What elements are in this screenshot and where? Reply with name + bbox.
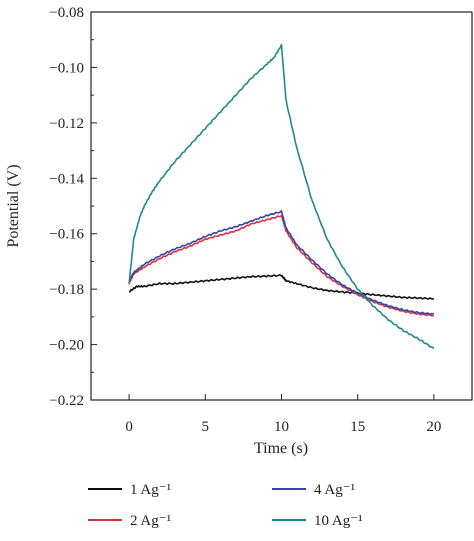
y-tick-label: −0.18: [49, 282, 84, 298]
series-line-2: [128, 215, 435, 317]
series-line-3: [128, 210, 435, 316]
x-tick-label: 0: [125, 419, 133, 435]
y-tick-label: −0.08: [49, 5, 84, 21]
x-tick-label: 15: [350, 419, 365, 435]
y-tick-label: −0.12: [49, 116, 84, 132]
series-line-4: [128, 43, 435, 350]
x-axis-title: Time (s): [254, 440, 308, 457]
series-line-1: [128, 273, 434, 300]
y-tick-label: −0.14: [49, 171, 84, 187]
y-tick-label: −0.10: [49, 60, 84, 76]
legend-label-1: 1 Ag⁻¹: [130, 482, 171, 498]
y-tick-label: −0.22: [49, 393, 84, 409]
x-axis: 0 5 10 15 20: [125, 394, 441, 435]
y-axis-title: Potential (V): [5, 164, 22, 247]
x-tick-label: 5: [202, 419, 210, 435]
series-layer: [128, 43, 435, 350]
legend-label-3: 4 Ag⁻¹: [314, 482, 355, 498]
y-tick-label: −0.16: [49, 227, 84, 243]
x-tick-label: 10: [274, 419, 289, 435]
legend: 1 Ag⁻¹ 2 Ag⁻¹ 4 Ag⁻¹ 10 Ag⁻¹: [88, 482, 363, 529]
y-axis: −0.08 −0.10 −0.12 −0.14 −0.16 −0.18 −0.20 −0.22: [49, 5, 97, 409]
plot-frame: [90, 11, 473, 401]
y-tick-label: −0.20: [49, 338, 84, 354]
legend-label-4: 10 Ag⁻¹: [314, 513, 363, 529]
x-tick-label: 20: [426, 419, 441, 435]
legend-label-2: 2 Ag⁻¹: [130, 513, 171, 529]
